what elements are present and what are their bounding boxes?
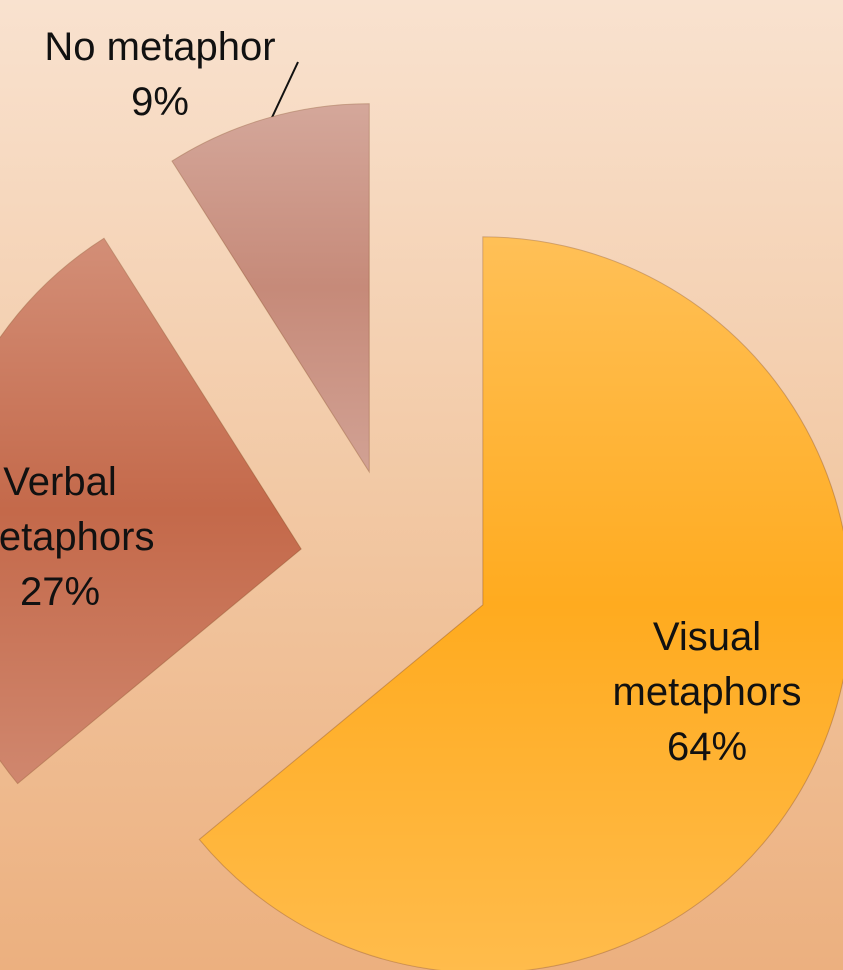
slice-shade [199, 236, 843, 970]
leader-line [267, 61, 299, 127]
slice-label: Verbal metaphors 27% [0, 455, 170, 620]
slice-shade [172, 103, 370, 472]
category-label: No metaphor [44, 25, 276, 69]
value-label: 9% [131, 80, 189, 124]
slice-label: No metaphor 9% [30, 20, 290, 130]
value-label: 64% [666, 725, 748, 769]
category-label: Verbal metaphors [0, 460, 155, 559]
value-label: 27% [19, 570, 101, 614]
category-label: Visual metaphors [612, 615, 802, 714]
slice-label: Visual metaphors 64% [597, 610, 817, 775]
slice-shade [0, 238, 302, 784]
